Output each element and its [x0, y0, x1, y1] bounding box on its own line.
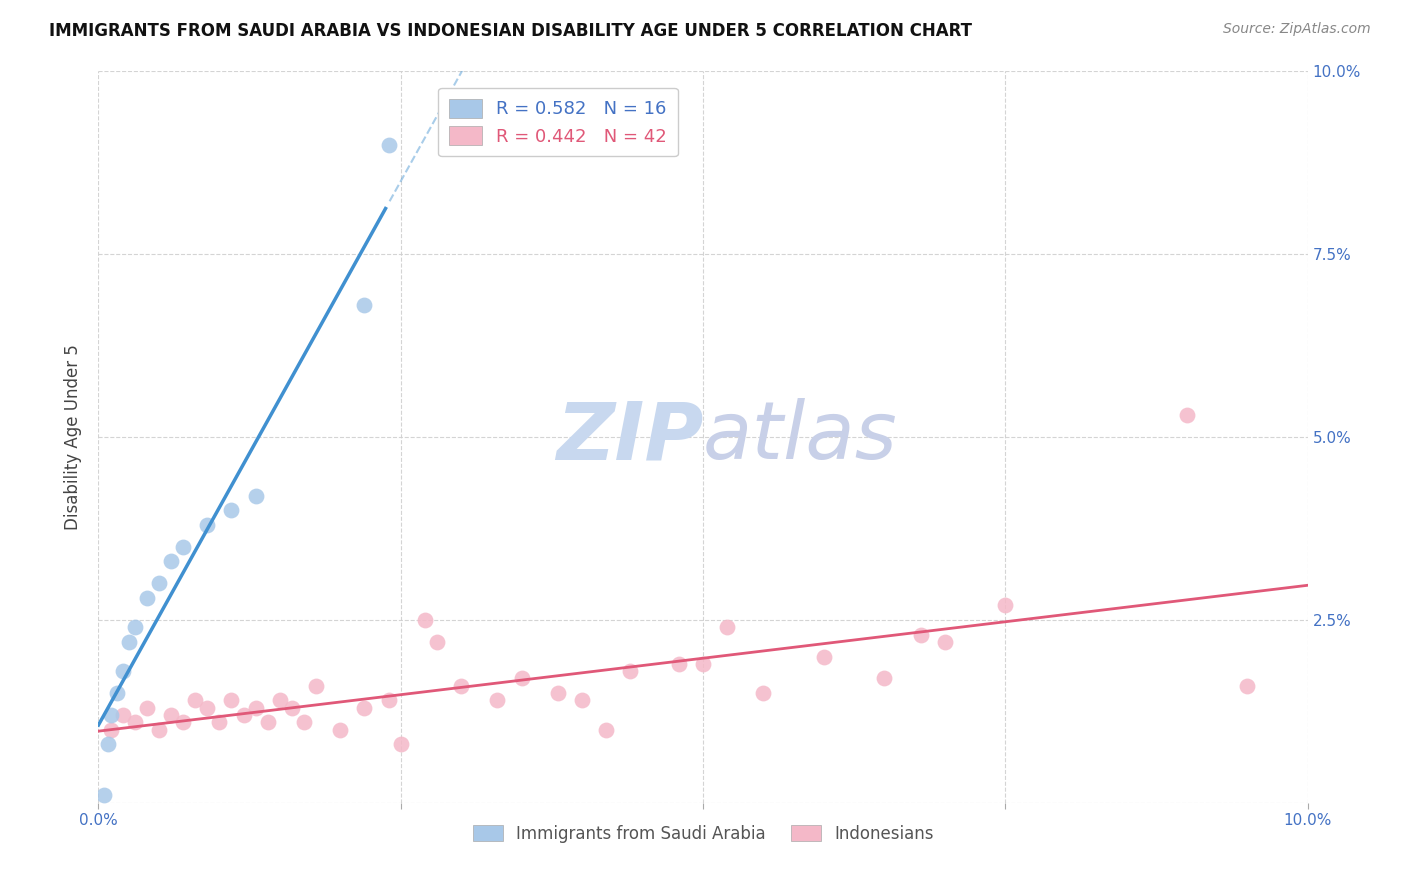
Point: [752, 686, 775, 700]
Point: [413, 613, 436, 627]
Point: [873, 672, 896, 686]
Text: ZIP: ZIP: [555, 398, 703, 476]
Point: [97, 737, 120, 751]
Point: [305, 679, 328, 693]
Point: [208, 715, 231, 730]
Point: [195, 517, 218, 532]
Point: [329, 723, 352, 737]
Point: [148, 723, 170, 737]
Point: [547, 686, 569, 700]
Point: [1175, 408, 1198, 422]
Point: [172, 540, 194, 554]
Point: [994, 599, 1017, 613]
Point: [256, 715, 278, 730]
Point: [353, 700, 375, 714]
Point: [105, 686, 128, 700]
Point: [232, 708, 254, 723]
Point: [281, 700, 304, 714]
Point: [377, 693, 399, 707]
Legend: Immigrants from Saudi Arabia, Indonesians: Immigrants from Saudi Arabia, Indonesian…: [465, 818, 941, 849]
Point: [245, 700, 267, 714]
Text: atlas: atlas: [703, 398, 898, 476]
Point: [221, 693, 243, 707]
Point: [619, 664, 641, 678]
Point: [135, 700, 157, 714]
Point: [160, 708, 183, 723]
Point: [377, 137, 399, 152]
Text: IMMIGRANTS FROM SAUDI ARABIA VS INDONESIAN DISABILITY AGE UNDER 5 CORRELATION CH: IMMIGRANTS FROM SAUDI ARABIA VS INDONESI…: [49, 22, 972, 40]
Point: [716, 620, 738, 634]
Text: Source: ZipAtlas.com: Source: ZipAtlas.com: [1223, 22, 1371, 37]
Point: [571, 693, 593, 707]
Point: [813, 649, 835, 664]
Point: [510, 672, 533, 686]
Point: [668, 657, 690, 671]
Point: [245, 489, 267, 503]
Point: [148, 576, 170, 591]
Point: [353, 298, 375, 312]
Point: [595, 723, 617, 737]
Point: [118, 635, 141, 649]
Point: [111, 664, 134, 678]
Point: [135, 591, 157, 605]
Y-axis label: Disability Age Under 5: Disability Age Under 5: [65, 344, 83, 530]
Point: [124, 715, 146, 730]
Point: [111, 708, 134, 723]
Point: [426, 635, 449, 649]
Point: [389, 737, 412, 751]
Point: [486, 693, 509, 707]
Point: [160, 554, 183, 568]
Point: [100, 708, 122, 723]
Point: [450, 679, 472, 693]
Point: [1236, 679, 1258, 693]
Point: [934, 635, 956, 649]
Point: [292, 715, 315, 730]
Point: [184, 693, 207, 707]
Point: [269, 693, 291, 707]
Point: [93, 789, 115, 803]
Point: [124, 620, 146, 634]
Point: [195, 700, 218, 714]
Point: [221, 503, 243, 517]
Point: [172, 715, 194, 730]
Point: [910, 627, 932, 641]
Point: [100, 723, 122, 737]
Point: [692, 657, 714, 671]
